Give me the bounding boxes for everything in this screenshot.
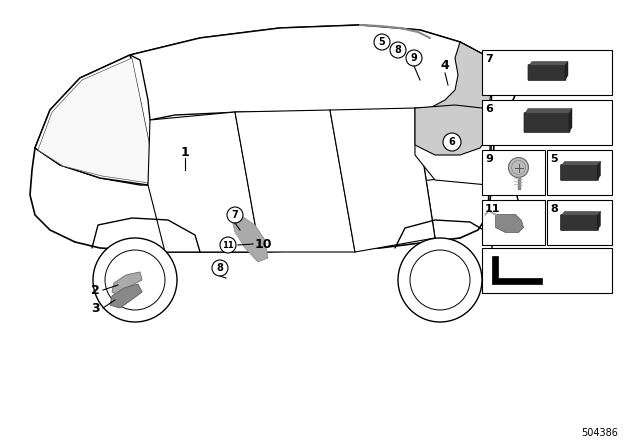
- Text: 9: 9: [411, 53, 417, 63]
- Polygon shape: [569, 108, 572, 132]
- Circle shape: [227, 207, 243, 223]
- Circle shape: [443, 133, 461, 151]
- Text: 504386: 504386: [581, 428, 618, 438]
- Polygon shape: [505, 175, 520, 195]
- Polygon shape: [330, 108, 435, 252]
- Polygon shape: [110, 284, 142, 308]
- FancyBboxPatch shape: [528, 65, 566, 81]
- Bar: [482, 150, 545, 195]
- Polygon shape: [561, 211, 600, 215]
- Bar: [547, 200, 612, 245]
- Polygon shape: [561, 161, 600, 165]
- Polygon shape: [598, 211, 600, 229]
- Circle shape: [212, 260, 228, 276]
- Circle shape: [220, 237, 236, 253]
- Text: 5: 5: [550, 154, 557, 164]
- Text: 6: 6: [485, 104, 493, 114]
- Polygon shape: [598, 161, 600, 180]
- Text: 7: 7: [232, 210, 238, 220]
- Text: 8: 8: [550, 204, 557, 214]
- Bar: [482, 100, 612, 145]
- Polygon shape: [232, 215, 268, 262]
- Polygon shape: [38, 58, 151, 183]
- Polygon shape: [130, 25, 515, 122]
- Text: 8: 8: [395, 45, 401, 55]
- Bar: [547, 150, 612, 195]
- Polygon shape: [430, 42, 492, 120]
- Circle shape: [93, 238, 177, 322]
- Polygon shape: [495, 215, 524, 233]
- FancyBboxPatch shape: [524, 112, 570, 133]
- Text: 8: 8: [216, 263, 223, 273]
- Polygon shape: [415, 105, 490, 155]
- Text: 1: 1: [180, 146, 189, 159]
- Polygon shape: [529, 61, 568, 65]
- Bar: [482, 50, 612, 95]
- Circle shape: [374, 34, 390, 50]
- Polygon shape: [565, 61, 568, 79]
- Text: 2: 2: [91, 284, 99, 297]
- Polygon shape: [415, 105, 492, 185]
- Text: 11: 11: [222, 241, 234, 250]
- Text: 9: 9: [485, 154, 493, 164]
- Text: 10: 10: [255, 237, 273, 250]
- FancyBboxPatch shape: [561, 215, 598, 231]
- Polygon shape: [492, 256, 542, 284]
- Text: 6: 6: [449, 137, 456, 147]
- Text: 11: 11: [485, 204, 500, 214]
- Polygon shape: [525, 108, 572, 113]
- Text: 5: 5: [379, 37, 385, 47]
- Polygon shape: [112, 272, 142, 295]
- Circle shape: [398, 238, 482, 322]
- Bar: [482, 200, 545, 245]
- Bar: [482, 248, 612, 293]
- Text: 7: 7: [485, 54, 493, 64]
- Text: 3: 3: [91, 302, 99, 314]
- Circle shape: [406, 50, 422, 66]
- Polygon shape: [235, 110, 355, 252]
- Circle shape: [390, 42, 406, 58]
- Circle shape: [509, 158, 529, 177]
- Text: 4: 4: [440, 59, 449, 72]
- Polygon shape: [35, 55, 150, 185]
- FancyBboxPatch shape: [561, 164, 598, 181]
- Polygon shape: [148, 112, 260, 252]
